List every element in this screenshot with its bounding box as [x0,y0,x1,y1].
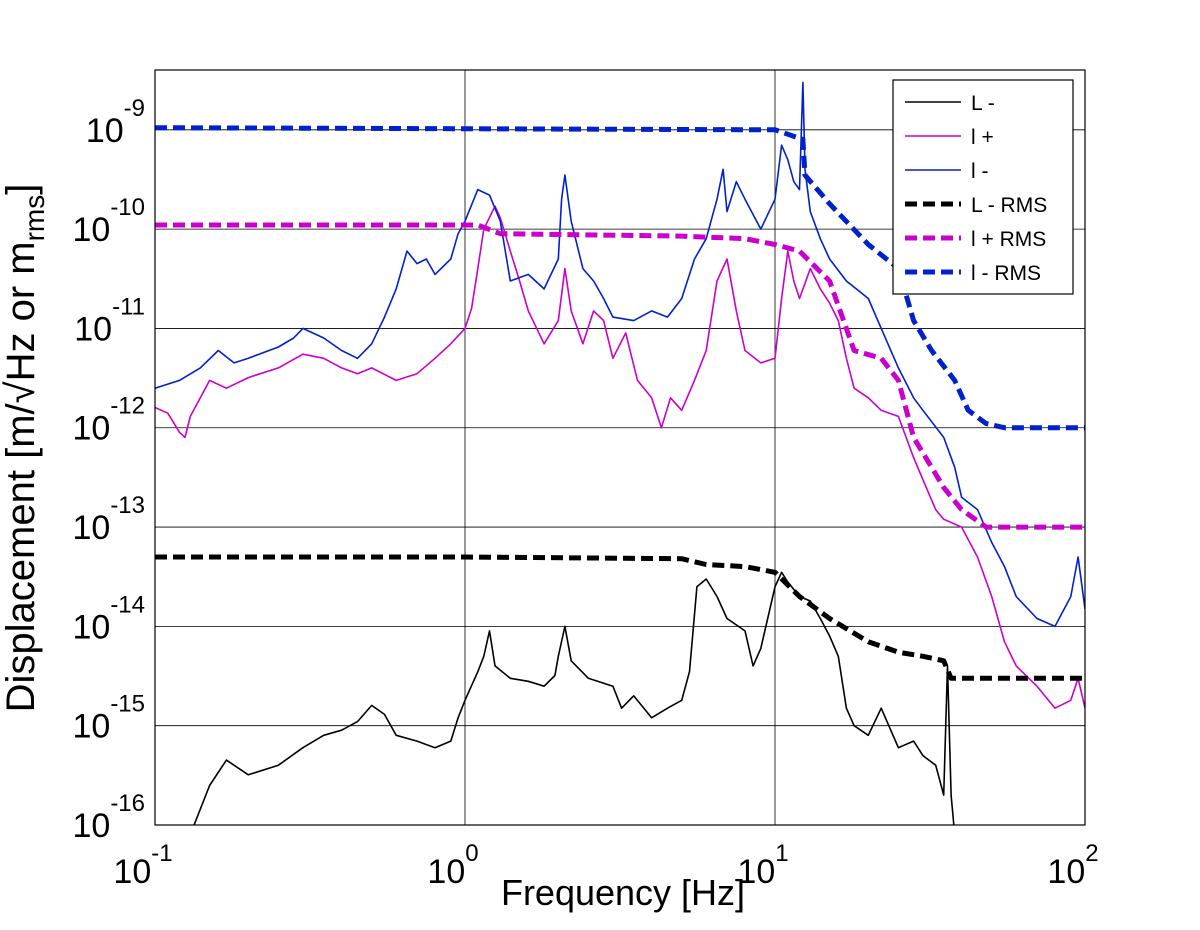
x-tick-base: 10 [1047,853,1085,891]
x-tick-label: 100 [427,840,478,891]
tick-labels: 10-1 100 101 10210-910-1010-1110-1210-1310-… [72,95,1098,891]
y-tick-base: 10 [72,807,110,845]
series-line-3 [155,554,1085,681]
series-lines [155,81,1085,825]
y-tick-label: 10-12 [72,393,145,448]
y-tick-exponent: -14 [110,591,145,618]
y-tick-base: 10 [72,211,110,249]
y-tick-exponent: -13 [110,492,145,519]
legend-label: l - [971,160,989,183]
y-tick-exponent: -10 [110,194,145,221]
y-tick-base: 10 [74,310,112,348]
y-tick-base: 10 [72,509,110,547]
y-tick-label: 10-15 [72,691,145,746]
legend-label: L - [971,92,995,115]
plot-area-frame [154,69,1086,826]
x-tick-exponent: 2 [1085,840,1098,867]
series-line-2 [155,81,1085,628]
x-axis-label: Frequency [Hz] [501,872,745,913]
y-tick-exponent: -16 [110,790,145,817]
series-line-4 [155,222,1085,530]
series-line-5 [155,125,1085,431]
y-tick-base: 10 [86,112,124,150]
legend-label: l + RMS [971,228,1046,251]
x-tick-base: 10 [113,853,151,891]
y-axis-label: Displacement [m/√Hz or mrms] [0,184,50,713]
series-line-1 [155,205,1085,709]
y-tick-label: 10-13 [72,492,145,547]
legend-label: L - RMS [971,194,1047,217]
y-tick-exponent: -12 [110,393,145,420]
y-tick-exponent: -15 [110,691,145,718]
y-axis-label-close: ] [0,184,43,195]
y-tick-label: 10-10 [72,194,145,249]
y-tick-base: 10 [72,608,110,646]
y-tick-label: 10-16 [72,790,145,845]
y-tick-label: 10-9 [86,95,145,150]
x-tick-base: 10 [737,853,775,891]
y-axis-label-sub: rms [19,195,50,242]
x-tick-exponent: -1 [151,840,172,867]
y-tick-base: 10 [72,410,110,448]
y-tick-base: 10 [72,708,110,746]
legend: L - l + l - L - RMS l + RMS l - RMS [892,79,1074,295]
y-tick-label: 10-14 [72,591,145,646]
y-axis-label-main: Displacement [m/√Hz or m [0,241,43,712]
y-tick-label: 10-11 [74,293,145,348]
x-tick-label: 10-1 [113,840,172,891]
x-tick-exponent: 0 [465,840,478,867]
legend-label: l - RMS [971,262,1041,285]
series-line-0 [193,571,955,825]
legend-box [892,79,1074,295]
x-tick-base: 10 [427,853,465,891]
x-tick-exponent: 1 [775,840,788,867]
x-tick-label: 102 [1047,840,1098,891]
x-tick-label: 101 [737,840,788,891]
y-tick-exponent: -11 [112,293,145,320]
legend-label: l + [971,126,994,149]
y-tick-exponent: -9 [124,95,145,122]
